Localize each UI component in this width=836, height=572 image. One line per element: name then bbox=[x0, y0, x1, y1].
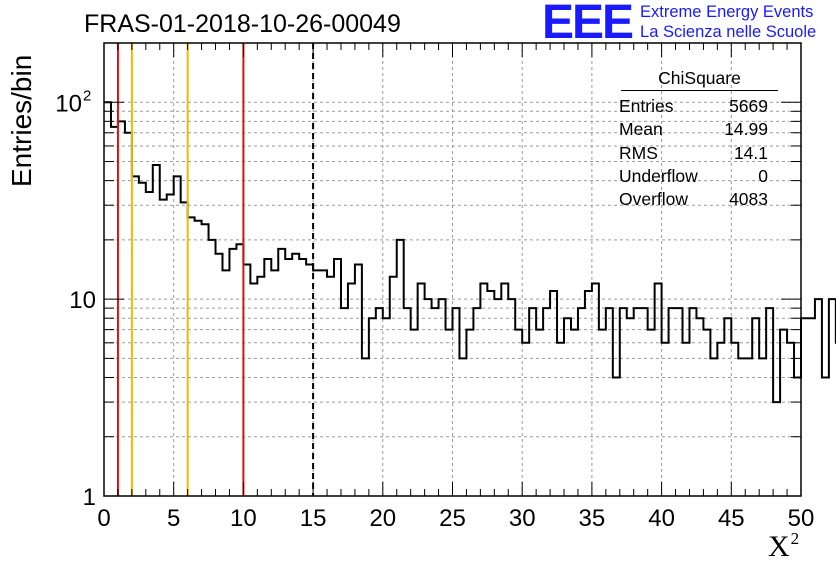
x-tick-label: 25 bbox=[439, 505, 466, 532]
x-tick-label: 15 bbox=[300, 505, 327, 532]
histogram-bars bbox=[104, 101, 836, 404]
x-axis-label-base: X bbox=[768, 530, 790, 563]
stats-row-entries: Entries 5669 bbox=[611, 95, 776, 118]
y-axis-label: Entries/bin bbox=[6, 54, 37, 187]
stats-value: 4083 bbox=[729, 189, 768, 210]
chart-title: FRAS-01-2018-10-26-00049 bbox=[84, 10, 401, 38]
x-tick-label: 10 bbox=[230, 505, 257, 532]
stats-row-overflow: Overflow 4083 bbox=[611, 188, 776, 211]
stats-title: ChiSquare bbox=[621, 66, 778, 91]
eee-logo-text: Extreme Energy Events La Scienza nelle S… bbox=[640, 1, 816, 42]
stats-label: Entries bbox=[619, 96, 674, 116]
x-axis-label-exponent: 2 bbox=[790, 529, 800, 548]
stats-label: Mean bbox=[619, 119, 663, 140]
x-tick-label: 20 bbox=[369, 505, 396, 532]
y-tick-label: 1 bbox=[83, 484, 96, 511]
stats-row-underflow: Underflow 0 bbox=[611, 165, 776, 188]
stats-label: Underflow bbox=[619, 165, 698, 186]
stats-value: 14.99 bbox=[724, 119, 768, 140]
logo-line-2: La Scienza nelle Scuole bbox=[640, 23, 817, 41]
x-tick-label: 35 bbox=[579, 505, 606, 532]
stats-value: 14.1 bbox=[733, 142, 768, 163]
x-tick-label: 45 bbox=[718, 505, 745, 532]
stats-label: RMS bbox=[619, 142, 658, 163]
eee-logo: EEE Extreme Energy Events La Scienza nel… bbox=[542, 0, 816, 49]
eee-logo-mark: EEE bbox=[542, 0, 634, 49]
y-tick-label-exponent: 2 bbox=[83, 87, 91, 104]
stats-value: 5669 bbox=[729, 96, 768, 116]
x-tick-label: 5 bbox=[167, 505, 180, 532]
x-tick-label: 30 bbox=[509, 505, 536, 532]
y-tick-label: 10 bbox=[69, 287, 96, 314]
logo-line-1: Extreme Energy Events bbox=[640, 3, 814, 21]
x-tick-label: 50 bbox=[788, 505, 815, 532]
x-axis-label: X2 bbox=[768, 529, 800, 564]
stats-label: Overflow bbox=[619, 189, 689, 210]
x-tick-label: 0 bbox=[97, 505, 110, 532]
stats-row-rms: RMS 14.1 bbox=[611, 142, 776, 165]
y-tick-label: 10 bbox=[55, 90, 82, 117]
stats-value: 0 bbox=[758, 165, 768, 186]
x-tick-label: 40 bbox=[648, 505, 675, 532]
stats-box: ChiSquare Entries 5669 Mean 14.99 RMS 14… bbox=[611, 66, 778, 211]
stats-row-mean: Mean 14.99 bbox=[611, 118, 776, 141]
